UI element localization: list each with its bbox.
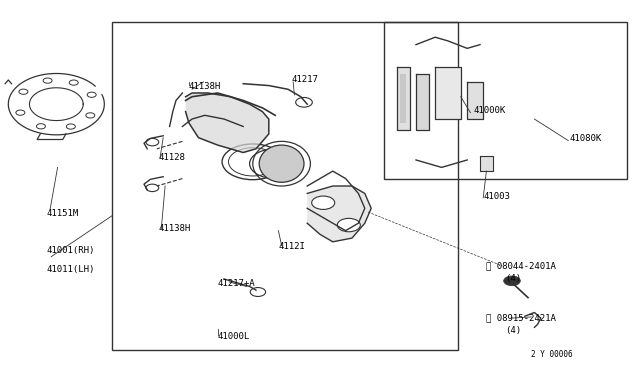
- Text: Ⓑ 08044-2401A: Ⓑ 08044-2401A: [486, 261, 556, 270]
- Polygon shape: [400, 74, 406, 123]
- Polygon shape: [186, 93, 269, 153]
- Text: 41138H: 41138H: [159, 224, 191, 232]
- Text: 41001(RH): 41001(RH): [47, 246, 95, 255]
- Polygon shape: [397, 67, 410, 130]
- Polygon shape: [307, 186, 371, 242]
- Text: 41138H: 41138H: [189, 82, 221, 91]
- Circle shape: [337, 218, 360, 232]
- Text: 41217: 41217: [291, 75, 318, 84]
- Polygon shape: [480, 156, 493, 171]
- Text: 41000K: 41000K: [474, 106, 506, 115]
- Text: 41151M: 41151M: [47, 209, 79, 218]
- Text: (4): (4): [506, 326, 522, 335]
- Text: 4112I: 4112I: [278, 242, 305, 251]
- Text: Ⓜ 08915-2421A: Ⓜ 08915-2421A: [486, 313, 556, 322]
- Polygon shape: [435, 67, 461, 119]
- Text: 41000L: 41000L: [218, 331, 250, 340]
- Text: 41217+A: 41217+A: [218, 279, 255, 288]
- Circle shape: [504, 276, 520, 286]
- Text: 41128: 41128: [159, 153, 186, 162]
- Polygon shape: [416, 74, 429, 130]
- Polygon shape: [467, 82, 483, 119]
- Text: 41003: 41003: [483, 192, 510, 201]
- Text: 41011(LH): 41011(LH): [47, 264, 95, 273]
- Text: 2 Y 00006: 2 Y 00006: [531, 350, 573, 359]
- Text: 41080K: 41080K: [570, 134, 602, 143]
- Bar: [384, 22, 627, 179]
- Ellipse shape: [259, 145, 304, 182]
- Text: (4): (4): [506, 274, 522, 283]
- Circle shape: [312, 196, 335, 209]
- Bar: [112, 22, 458, 350]
